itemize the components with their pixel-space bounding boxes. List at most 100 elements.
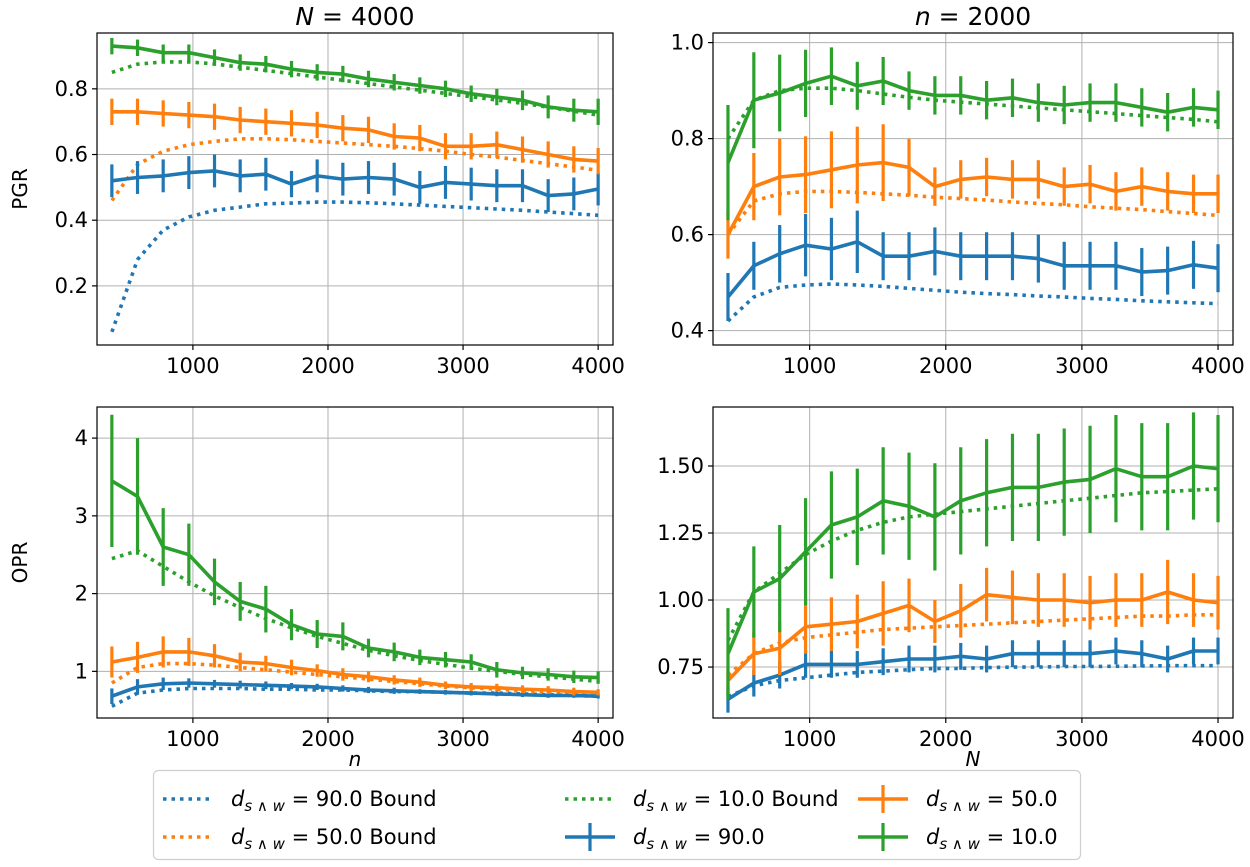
legend-entry-s10: ds ∧ w = 10.0 (858, 823, 1058, 853)
panel-title-variable: n (915, 2, 931, 31)
panel-title-value: = 2000 (931, 2, 1031, 31)
x-tick-label: 4000 (1191, 727, 1244, 751)
axes-frame (712, 406, 1234, 719)
series-s90-line (111, 681, 599, 698)
plot-area (726, 47, 1220, 323)
panel-4: 1000 2000 3000 4000 0.75 1.00 1.25 1.50 N (657, 406, 1245, 771)
legend-label-subscript: s ∧ w (646, 835, 687, 853)
y-tick-label: 1 (75, 659, 88, 683)
y-tick-label: 0.8 (671, 127, 704, 151)
x-tick-label: 3000 (1055, 727, 1108, 751)
y-tick-label: 1.25 (657, 521, 704, 545)
x-tick-label: 4000 (571, 727, 624, 751)
series-b10-bound-line (111, 548, 599, 684)
x-tick-label: 3000 (436, 727, 489, 751)
y-tick-label: 1.00 (657, 588, 704, 612)
y-tick-label: 0.6 (671, 223, 704, 247)
series-s10-line (111, 44, 599, 114)
y-tick-label: 4 (75, 426, 88, 450)
legend-label-b50: ds ∧ w = 50.0 Bound (231, 825, 437, 853)
legend-label-text: = 50.0 (980, 787, 1058, 811)
legend-label-b10: ds ∧ w = 10.0 Bound (633, 787, 839, 815)
x-tick-label: 1000 (166, 727, 219, 751)
panel-2: 1000 2000 3000 4000 0.4 0.6 0.8 1.0 n = 2000 (671, 2, 1245, 378)
legend-label-symbol: d (926, 787, 940, 811)
series-s10-line (110, 479, 599, 680)
series-s10-line (726, 464, 1219, 655)
x-tick-label: 2000 (301, 354, 354, 378)
x-tick-label: 4000 (1191, 354, 1244, 378)
y-tick-label: 1.0 (671, 31, 704, 55)
legend-label-s50: ds ∧ w = 50.0 (926, 787, 1058, 815)
y-tick-label: 0.4 (55, 208, 88, 232)
panel-title-value: = 4000 (314, 2, 414, 31)
x-axis-label: N (966, 747, 981, 771)
legend-label-symbol: d (231, 787, 245, 811)
legend-entry-b50: ds ∧ w = 50.0 Bound (163, 825, 437, 853)
y-tick-label: 0.8 (55, 77, 88, 101)
legend-label-text: = 10.0 (980, 825, 1058, 849)
series-b50-bound-line (726, 189, 1219, 236)
series-b10-bound-line (726, 86, 1219, 140)
series-b50-bound-line (110, 137, 599, 202)
legend-label-subscript: s ∧ w (244, 835, 285, 853)
series-s90-line (111, 169, 599, 198)
x-axis-label: n (349, 747, 362, 771)
y-axis-label: PGR (8, 168, 32, 210)
panel-1: 1000 2000 3000 4000 0.2 0.4 0.6 0.8 PGR N = 4000 (8, 2, 625, 378)
legend-label-symbol: d (231, 825, 245, 849)
axes-frame (712, 32, 1234, 346)
legend-label-s90: ds ∧ w = 90.0 (633, 825, 765, 853)
x-tick-label: 2000 (919, 727, 972, 751)
panel-3: 1000 2000 3000 4000 1 2 3 4 OPR n (8, 406, 625, 771)
series-b90-bound-line (727, 663, 1218, 699)
plot-area (110, 414, 600, 708)
y-tick-label: 3 (75, 504, 88, 528)
y-tick-label: 1.50 (657, 454, 704, 478)
y-tick-label: 0.75 (657, 655, 704, 679)
axes-frame (96, 406, 614, 719)
legend-label-text: = 10.0 Bound (687, 787, 839, 811)
legend-label-subscript: s ∧ w (646, 797, 687, 815)
series-s50-line (726, 590, 1219, 682)
legend-label-subscript: s ∧ w (939, 797, 980, 815)
legend-entry-s50: ds ∧ w = 50.0 (858, 785, 1058, 815)
legend-box (152, 769, 1082, 861)
legend-label-subscript: s ∧ w (939, 835, 980, 853)
series-s90-line (726, 240, 1219, 299)
legend-label-symbol: d (633, 825, 647, 849)
series-s50-line (111, 110, 599, 163)
legend-label-symbol: d (633, 787, 647, 811)
y-tick-label: 2 (75, 582, 88, 606)
legend-label-s10: ds ∧ w = 10.0 (926, 825, 1058, 853)
series-b90-bound-line (110, 200, 599, 333)
legend-label-b90: ds ∧ w = 90.0 Bound (231, 787, 437, 815)
panel-title: N = 4000 (295, 2, 414, 31)
y-tick-label: 0.6 (55, 143, 88, 167)
x-tick-label: 2000 (919, 354, 972, 378)
series-b10-bound-line (111, 60, 599, 117)
legend-entry-s90: ds ∧ w = 90.0 (565, 823, 765, 853)
x-tick-label: 3000 (1055, 354, 1108, 378)
x-tick-label: 1000 (166, 354, 219, 378)
panel-title-variable: N (295, 2, 314, 31)
y-tick-label: 0.4 (671, 319, 704, 343)
legend-label-symbol: d (926, 825, 940, 849)
series-s10-line (726, 74, 1219, 164)
legend-label-subscript: s ∧ w (244, 797, 285, 815)
series-b50-bound-line (726, 612, 1218, 677)
x-tick-label: 1000 (783, 727, 836, 751)
x-tick-label: 1000 (783, 354, 836, 378)
legend-label-text: = 90.0 (687, 825, 765, 849)
series-s90-line (727, 649, 1218, 701)
series-s50-line (111, 650, 599, 695)
legend-entry-b10: ds ∧ w = 10.0 Bound (565, 787, 839, 815)
plot-area (110, 37, 600, 333)
y-tick-label: 0.2 (55, 274, 88, 298)
y-axis-label: OPR (8, 542, 32, 584)
legend-label-text: = 90.0 Bound (285, 787, 437, 811)
series-s50-line (726, 160, 1218, 236)
